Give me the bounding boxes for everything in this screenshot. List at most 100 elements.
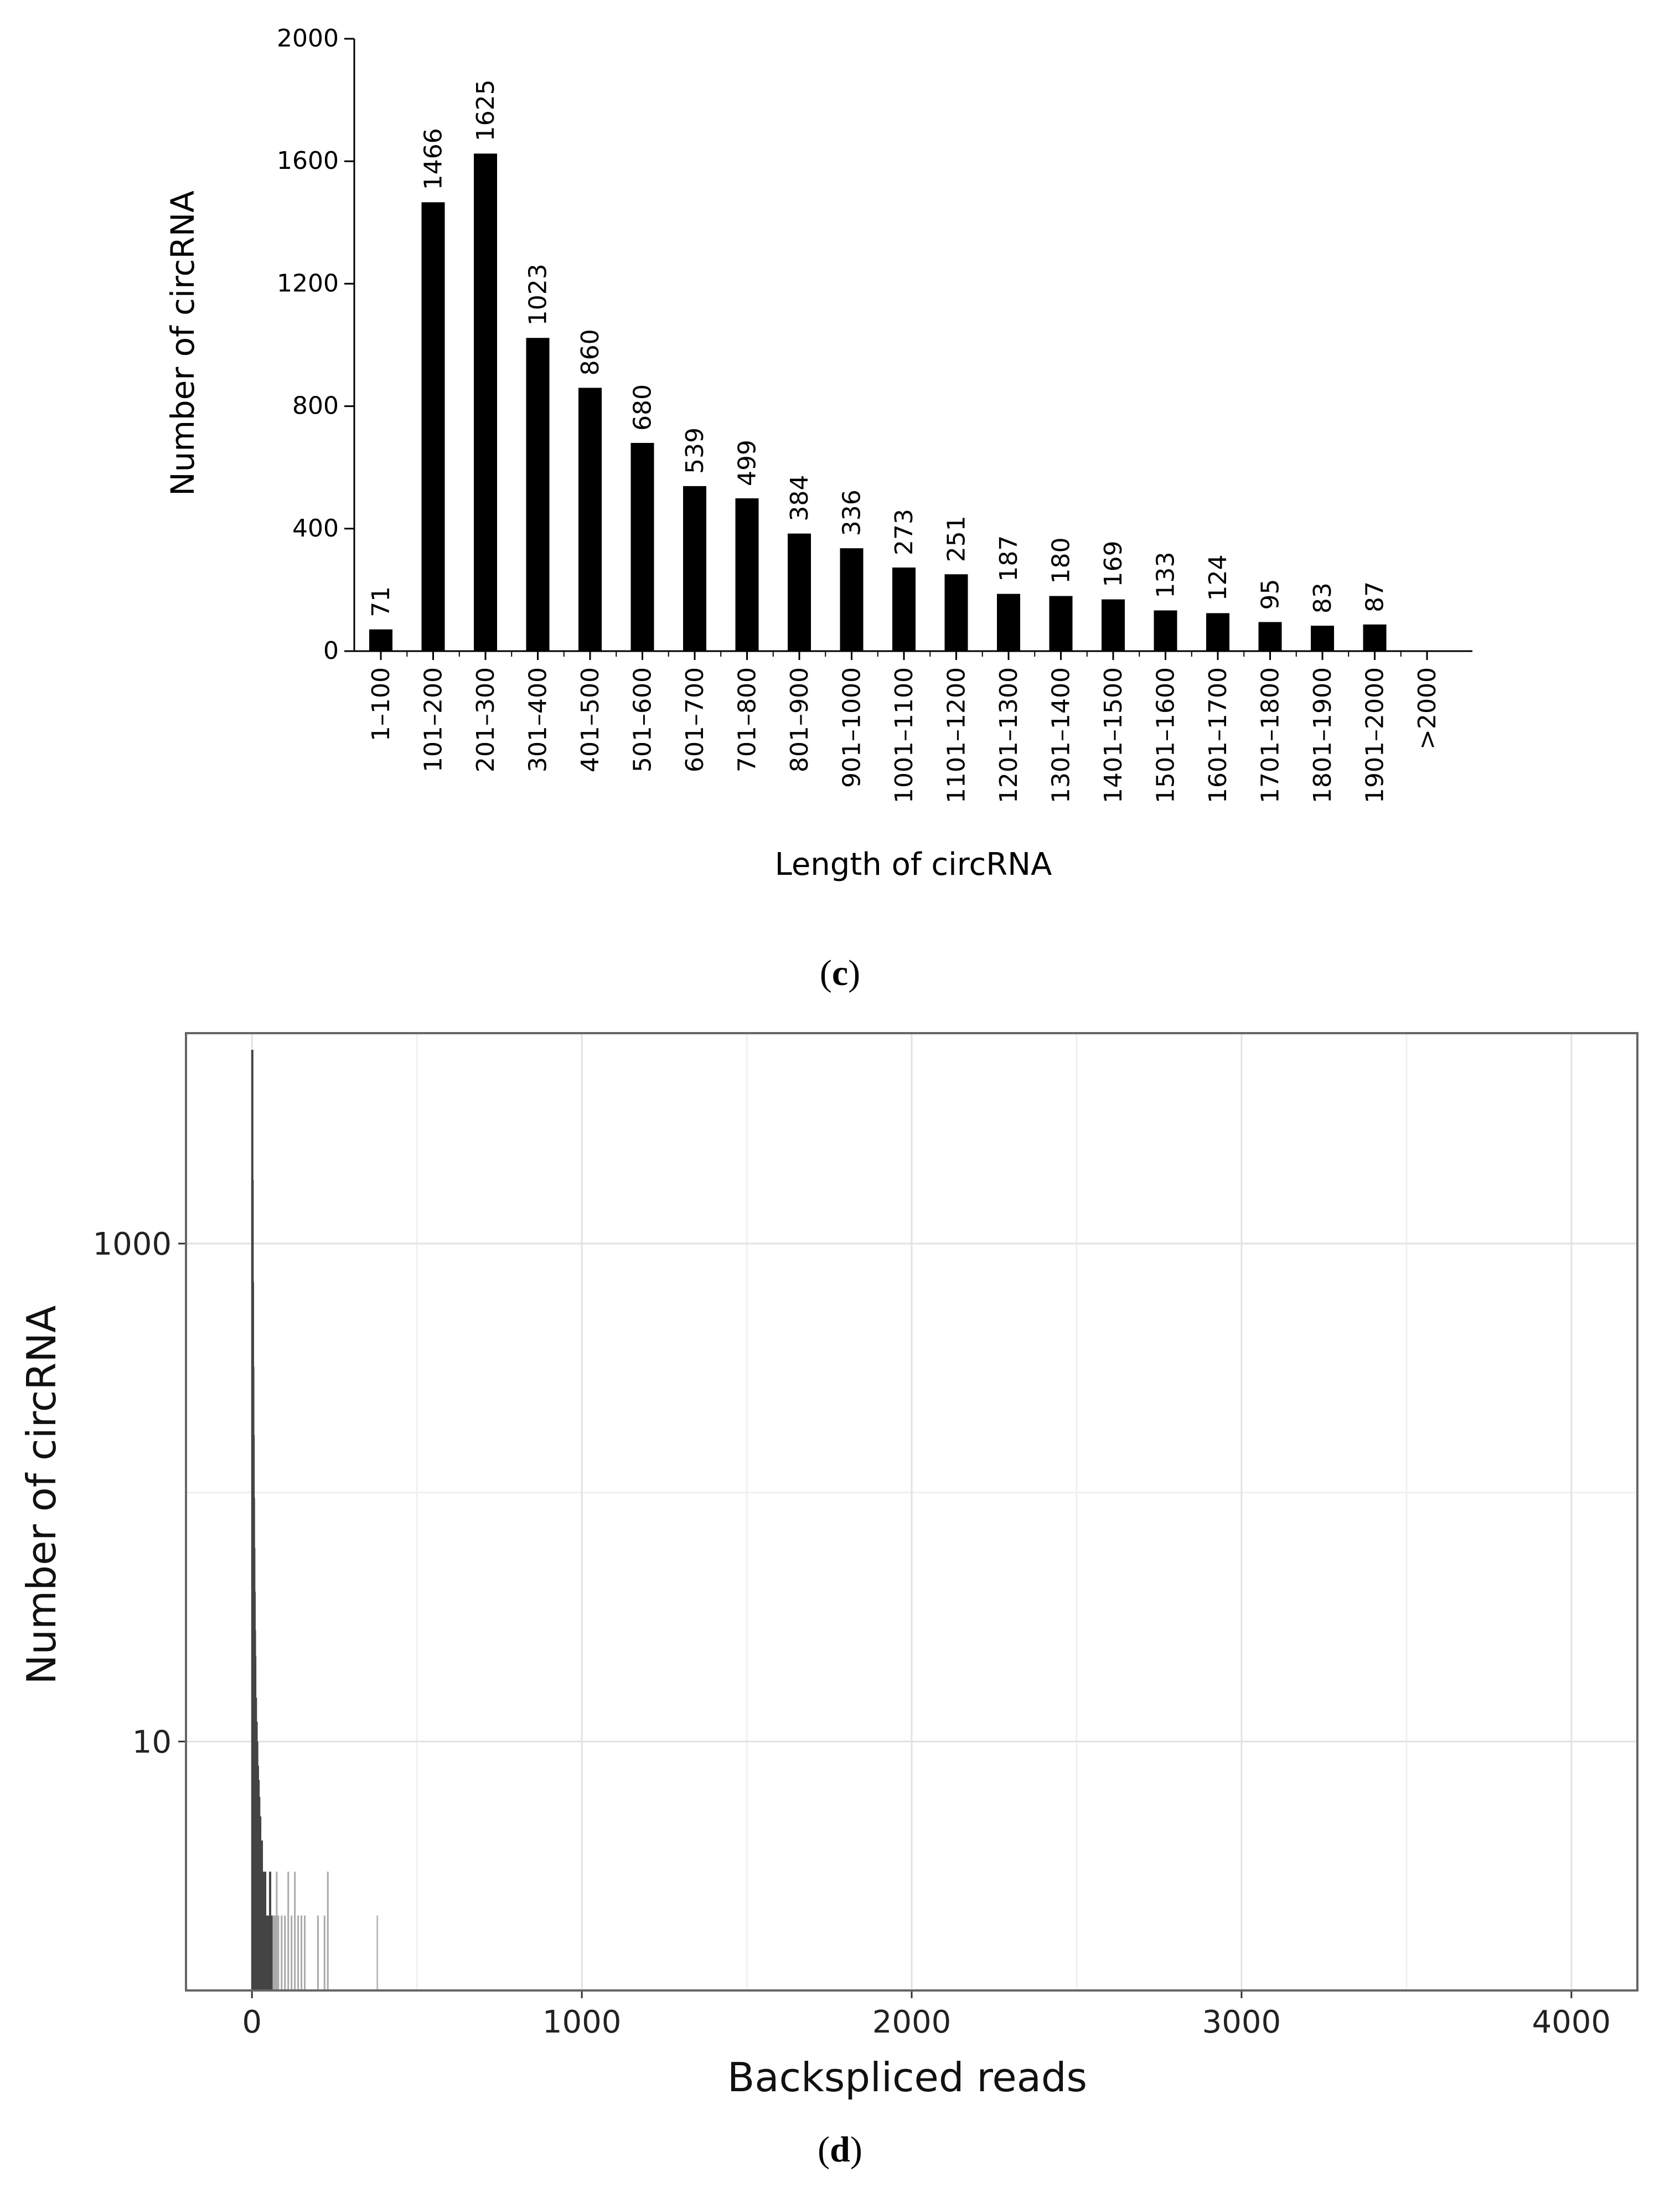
c-x-tick-label: 1501–1600 — [1152, 667, 1180, 803]
c-x-tick-label: 1–100 — [367, 667, 395, 741]
panel-label-c: (c) — [819, 953, 861, 993]
c-x-tick-label: 1401–1500 — [1099, 667, 1128, 803]
d-bar — [268, 1871, 271, 1990]
d-y-tick-label: 1000 — [92, 1226, 172, 1262]
d-bar — [277, 1915, 280, 1990]
c-x-tick-label: 501–600 — [629, 667, 657, 772]
d-plot-border — [185, 1032, 1638, 1992]
c-x-tick-label: 1201–1300 — [995, 667, 1023, 803]
c-x-tick-label: 601–700 — [681, 667, 709, 772]
c-bar — [1206, 613, 1229, 651]
d-x-tick-label: 0 — [242, 2004, 262, 2040]
chart-d: 0 1000 2000 3000 4000 10 1000 Backspliced reads… — [18, 1032, 1638, 2101]
c-data-label: 83 — [1309, 582, 1337, 613]
c-data-label: 187 — [995, 535, 1023, 582]
d-bar — [267, 1915, 270, 1990]
c-y-axis-title: Number of circRNA — [164, 190, 201, 496]
c-x-tick-label: 301–400 — [524, 667, 552, 772]
d-x-tick-label: 2000 — [872, 2004, 952, 2040]
d-bar — [376, 1915, 379, 1990]
c-x-tick-label: 1901–2000 — [1361, 667, 1389, 803]
c-data-label: 251 — [943, 515, 971, 562]
d-bar — [284, 1915, 286, 1990]
d-bar — [327, 1871, 329, 1990]
c-data-label: 384 — [785, 475, 814, 522]
d-bar — [304, 1915, 306, 1990]
c-bar — [1154, 610, 1177, 651]
c-data-label: 680 — [629, 384, 657, 431]
c-bar — [474, 153, 497, 651]
c-y-tick-label: 0 — [323, 637, 339, 665]
d-bar — [301, 1915, 303, 1990]
d-bar — [264, 1871, 267, 1990]
c-bar — [1363, 624, 1387, 651]
c-bar — [840, 548, 864, 651]
c-data-label: 1625 — [472, 79, 500, 141]
d-bar — [297, 1915, 299, 1990]
c-y-tick-label: 1200 — [277, 269, 339, 297]
c-bar — [421, 202, 445, 651]
d-bar — [272, 1915, 275, 1990]
d-y-tick-label: 10 — [132, 1724, 172, 1760]
c-data-label: 860 — [576, 329, 604, 375]
c-y-tick-label: 800 — [292, 392, 339, 420]
c-x-tick-label: 1101–1200 — [943, 667, 971, 803]
c-x-tick-label: 1601–1700 — [1204, 667, 1232, 803]
c-y-tick-label: 1600 — [277, 147, 339, 175]
panel-letter-d: d — [830, 2129, 850, 2170]
panel-letter-c: c — [831, 953, 849, 993]
c-bar — [1102, 599, 1125, 651]
c-bar — [526, 338, 550, 651]
d-x-axis-title: Backspliced reads — [727, 2054, 1087, 2101]
c-x-tick-label: >2000 — [1413, 667, 1441, 750]
d-bar — [265, 1915, 268, 1990]
c-data-label: 133 — [1152, 551, 1180, 598]
c-data-label: 169 — [1099, 541, 1128, 587]
c-data-label: 180 — [1047, 537, 1076, 584]
c-x-tick-label: 901–1000 — [838, 667, 866, 788]
d-y-axis-title: Number of circRNA — [18, 1306, 65, 1685]
c-data-label: 71 — [367, 586, 395, 617]
d-bar — [317, 1915, 319, 1990]
d-bar — [287, 1871, 290, 1990]
d-bar — [276, 1871, 278, 1990]
c-bar — [944, 574, 968, 651]
chart-c: 0 400 800 1200 1600 2000 71 1–100 1466 101–200 162… — [164, 24, 1472, 883]
d-bar — [323, 1915, 325, 1990]
c-data-label: 499 — [733, 440, 762, 486]
d-bar — [262, 1871, 265, 1990]
c-data-label: 336 — [838, 489, 866, 536]
c-bar — [1049, 596, 1073, 651]
d-x-tick-label: 4000 — [1532, 2004, 1611, 2040]
c-x-tick-label: 701–800 — [733, 667, 762, 772]
c-x-axis-title: Length of circRNA — [775, 847, 1052, 883]
c-bar — [1258, 622, 1282, 651]
c-bar — [630, 442, 654, 651]
c-x-tick-label: 801–900 — [785, 667, 814, 772]
c-bar — [369, 629, 392, 651]
c-data-label: 539 — [681, 427, 709, 474]
c-data-label: 1466 — [420, 128, 448, 190]
c-x-tick-label: 401–500 — [576, 667, 604, 772]
c-x-tick-label: 101–200 — [420, 667, 448, 772]
c-data-label: 124 — [1204, 554, 1232, 601]
c-bar — [788, 533, 811, 651]
c-bar — [578, 388, 602, 651]
d-bar — [281, 1915, 283, 1990]
c-bar — [735, 498, 759, 651]
d-x-tick-label: 1000 — [542, 2004, 622, 2040]
c-y-tick-label: 400 — [292, 514, 339, 543]
d-bar — [270, 1915, 273, 1990]
c-x-tick-label: 201–300 — [472, 667, 500, 772]
c-data-label: 273 — [890, 509, 918, 555]
c-bar — [683, 486, 706, 651]
d-bar — [294, 1871, 296, 1990]
c-data-label: 1023 — [524, 264, 552, 326]
d-bar — [274, 1915, 276, 1990]
c-data-label: 87 — [1361, 581, 1389, 612]
c-bar — [997, 594, 1020, 651]
c-bar — [1311, 626, 1334, 651]
d-bar — [291, 1915, 293, 1990]
panel-label-d: (d) — [818, 2129, 862, 2170]
